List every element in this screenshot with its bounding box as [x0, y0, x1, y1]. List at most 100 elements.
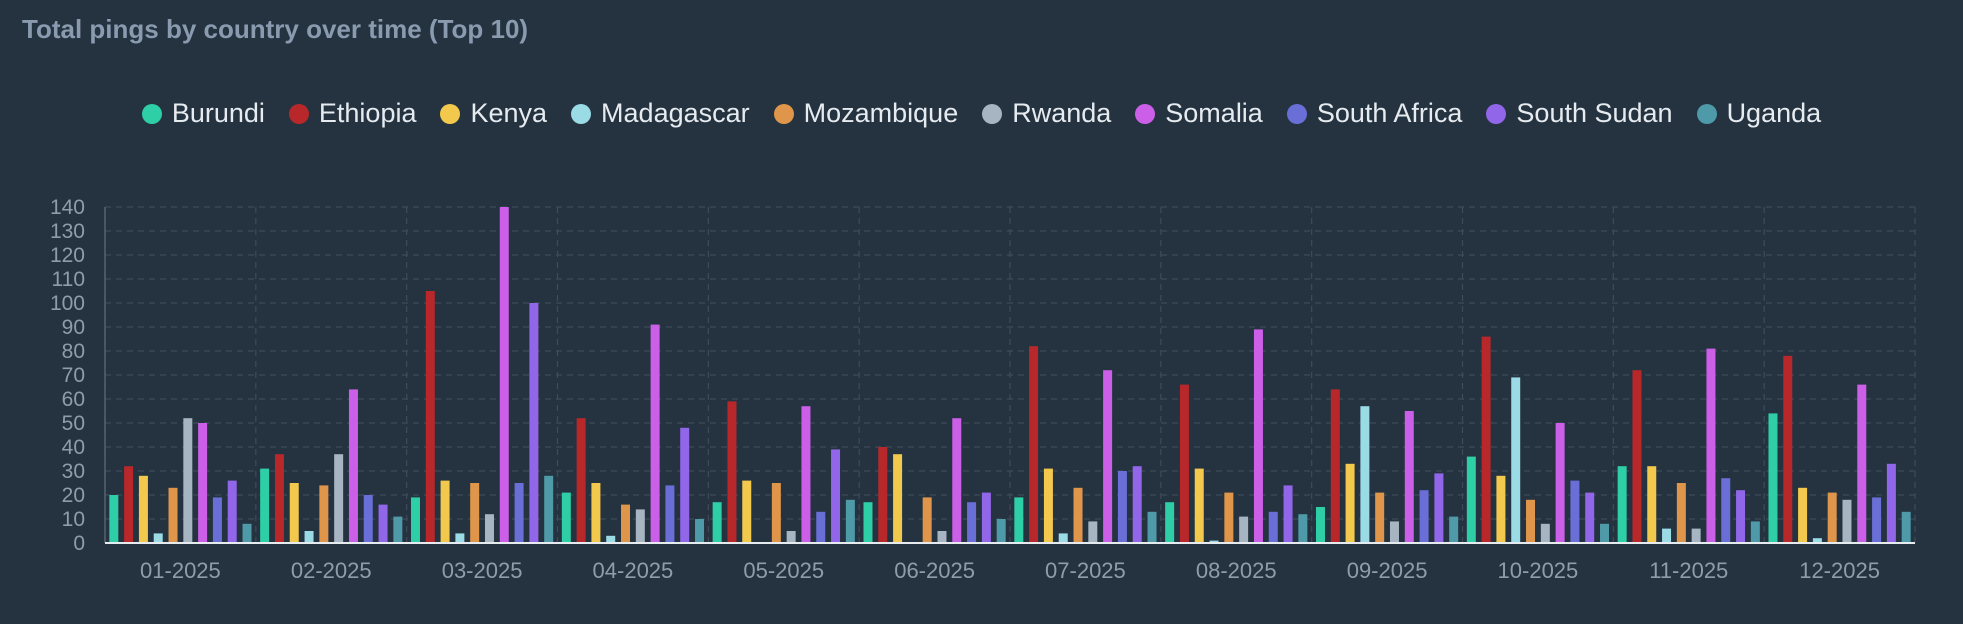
bar — [1662, 528, 1672, 543]
legend-item[interactable]: Burundi — [141, 98, 265, 129]
bar — [1481, 336, 1491, 543]
bar — [952, 418, 962, 543]
bar — [1029, 346, 1039, 543]
legend-swatch — [982, 103, 1003, 124]
bar — [1511, 377, 1521, 543]
bar — [1088, 521, 1098, 543]
bar — [1147, 511, 1157, 543]
bar — [1419, 490, 1429, 543]
bar — [1466, 456, 1476, 543]
bar — [1014, 497, 1024, 543]
bar — [922, 497, 932, 543]
bar — [1842, 499, 1852, 543]
bar — [198, 423, 208, 543]
legend-label: South Africa — [1316, 98, 1463, 128]
bar — [1375, 492, 1385, 543]
bar — [1315, 507, 1325, 543]
bar — [621, 504, 631, 543]
legend-label: South Sudan — [1516, 98, 1673, 128]
bar — [514, 483, 524, 543]
bar — [1617, 466, 1627, 543]
x-tick-label: 06-2025 — [894, 558, 975, 583]
bar — [695, 519, 705, 543]
legend-item[interactable]: Rwanda — [982, 98, 1111, 129]
bar — [1117, 471, 1127, 543]
y-tick-label: 60 — [62, 388, 85, 411]
legend-swatch — [571, 103, 592, 124]
bar — [544, 475, 554, 543]
bar — [1132, 466, 1142, 543]
legend-swatch — [1135, 103, 1156, 124]
bar — [801, 406, 811, 543]
legend-item[interactable]: South Sudan — [1486, 98, 1673, 129]
bar — [893, 454, 903, 543]
bar — [1676, 483, 1686, 543]
y-tick-label: 50 — [62, 412, 85, 435]
legend-item[interactable]: Somalia — [1135, 98, 1263, 129]
legend-item[interactable]: Kenya — [440, 98, 547, 129]
x-tick-label: 02-2025 — [291, 558, 372, 583]
bar — [242, 523, 252, 543]
bar — [1283, 485, 1293, 543]
bar — [1103, 370, 1113, 543]
bar — [304, 531, 314, 543]
legend-swatch — [141, 103, 162, 124]
bar — [260, 468, 270, 543]
bar — [680, 427, 690, 543]
legend-item[interactable]: Mozambique — [773, 98, 959, 129]
bar — [440, 480, 450, 543]
bar — [665, 485, 675, 543]
legend-swatch — [1286, 103, 1307, 124]
legend-item[interactable]: Ethiopia — [288, 98, 416, 129]
x-tick-label: 08-2025 — [1196, 558, 1277, 583]
legend-item[interactable]: Madagascar — [571, 98, 750, 129]
legend-swatch — [1486, 103, 1507, 124]
bar — [937, 531, 947, 543]
y-tick-label: 100 — [50, 292, 85, 315]
bar — [1224, 492, 1234, 543]
bar — [878, 447, 888, 543]
x-tick-label: 04-2025 — [593, 558, 674, 583]
y-tick-label: 10 — [62, 508, 85, 531]
bar — [1404, 411, 1414, 543]
bar — [363, 495, 373, 543]
bar — [967, 502, 977, 543]
bar — [1496, 475, 1506, 543]
y-tick-label: 130 — [50, 220, 85, 243]
bar — [1901, 511, 1911, 543]
bar — [455, 533, 465, 543]
legend-label: Mozambique — [803, 98, 959, 128]
bar — [591, 483, 601, 543]
bar — [1857, 384, 1867, 543]
bar — [1570, 480, 1580, 543]
bar — [289, 483, 299, 543]
legend-item[interactable]: Uganda — [1696, 98, 1821, 129]
bar — [1798, 487, 1808, 543]
bar — [1073, 487, 1083, 543]
bar — [1872, 497, 1882, 543]
bar — [109, 495, 119, 543]
bar — [816, 511, 826, 543]
y-tick-label: 30 — [62, 460, 85, 483]
bar — [1555, 423, 1565, 543]
legend-item[interactable]: South Africa — [1286, 98, 1463, 129]
bar — [712, 502, 722, 543]
bar — [529, 303, 539, 543]
bar — [484, 514, 494, 543]
bar — [831, 449, 841, 543]
y-tick-label: 90 — [62, 316, 85, 339]
bar — [1268, 511, 1278, 543]
x-tick-label: 01-2025 — [140, 558, 221, 583]
y-tick-label: 140 — [50, 196, 85, 219]
x-tick-label: 05-2025 — [743, 558, 824, 583]
bar — [124, 466, 134, 543]
bar — [1298, 514, 1308, 543]
x-tick-label: 09-2025 — [1347, 558, 1428, 583]
x-tick-label: 03-2025 — [442, 558, 523, 583]
legend-label: Somalia — [1165, 98, 1263, 128]
legend-label: Madagascar — [601, 98, 750, 128]
bar — [410, 497, 420, 543]
bar — [771, 483, 781, 543]
bar — [1360, 406, 1370, 543]
